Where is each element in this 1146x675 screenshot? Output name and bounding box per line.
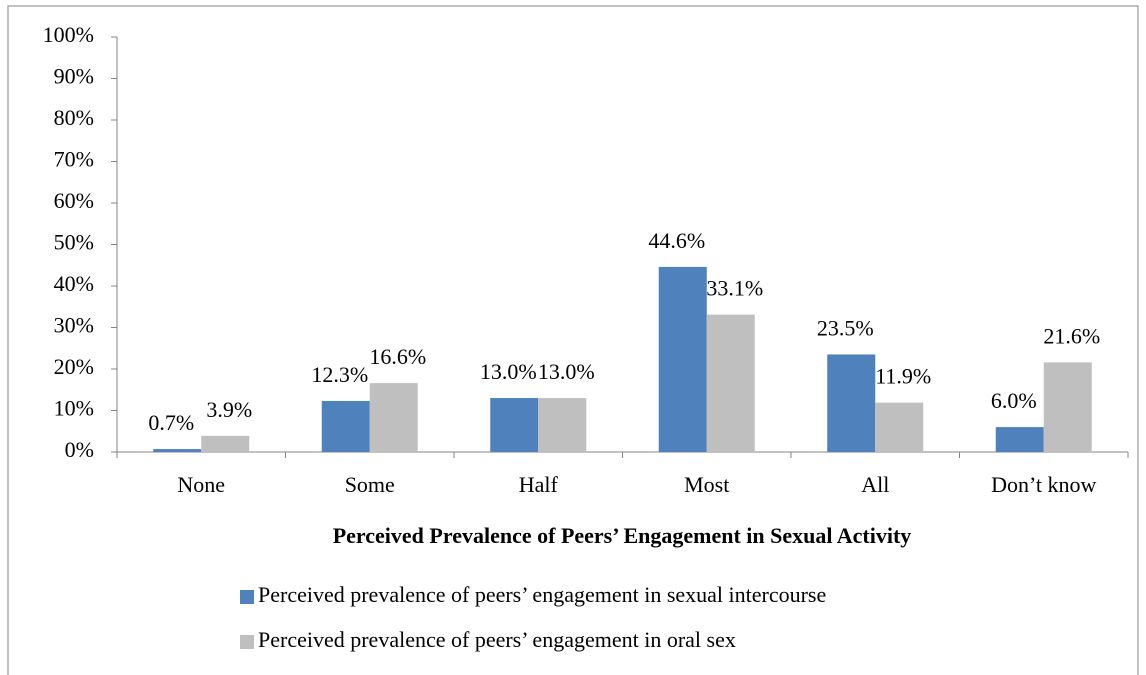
x-axis-title: Perceived Prevalence of Peers’ Engagemen… — [333, 523, 912, 548]
x-tick-label: Don’t know — [991, 472, 1096, 497]
y-tick-label: 60% — [54, 188, 94, 213]
y-tick-label: 0% — [65, 437, 94, 462]
y-tick-label: 100% — [43, 22, 94, 47]
y-tick-label: 80% — [54, 105, 94, 130]
value-label: 44.6% — [648, 228, 705, 253]
x-tick-label: Most — [684, 472, 729, 497]
bar — [706, 314, 755, 452]
bar — [201, 435, 250, 452]
bar — [153, 449, 202, 452]
value-label: 11.9% — [875, 364, 931, 389]
bar — [369, 383, 418, 452]
x-tick-label: Some — [345, 472, 395, 497]
y-tick-label: 70% — [54, 147, 94, 172]
chart-border — [7, 5, 1139, 675]
value-label: 12.3% — [311, 362, 368, 387]
y-tick-label: 30% — [54, 313, 94, 338]
legend-label: Perceived prevalence of peers’ engagemen… — [258, 582, 826, 607]
x-tick-label: Half — [519, 472, 559, 497]
value-label: 33.1% — [706, 276, 763, 301]
y-tick-label: 90% — [54, 64, 94, 89]
bar — [490, 398, 539, 452]
legend-swatch — [240, 590, 254, 604]
y-tick-label: 50% — [54, 230, 94, 255]
value-label: 23.5% — [817, 316, 874, 341]
legend-swatch — [240, 635, 254, 649]
y-tick-label: 10% — [54, 396, 94, 421]
bar — [827, 354, 876, 452]
y-tick-label: 20% — [54, 354, 94, 379]
value-label: 21.6% — [1043, 323, 1100, 348]
y-tick-label: 40% — [54, 271, 94, 296]
value-label: 13.0% — [538, 359, 595, 384]
legend-label: Perceived prevalence of peers’ engagemen… — [258, 627, 736, 652]
bar — [538, 398, 587, 452]
value-label: 3.9% — [206, 397, 252, 422]
bar — [875, 402, 924, 452]
value-label: 6.0% — [991, 388, 1037, 413]
value-label: 0.7% — [148, 410, 194, 435]
x-tick-label: All — [861, 472, 889, 497]
value-label: 16.6% — [369, 344, 426, 369]
value-label: 13.0% — [480, 359, 537, 384]
bar — [321, 400, 370, 452]
bar — [1043, 362, 1092, 452]
x-tick-label: None — [177, 472, 225, 497]
bar — [995, 427, 1044, 452]
bar — [658, 266, 707, 452]
